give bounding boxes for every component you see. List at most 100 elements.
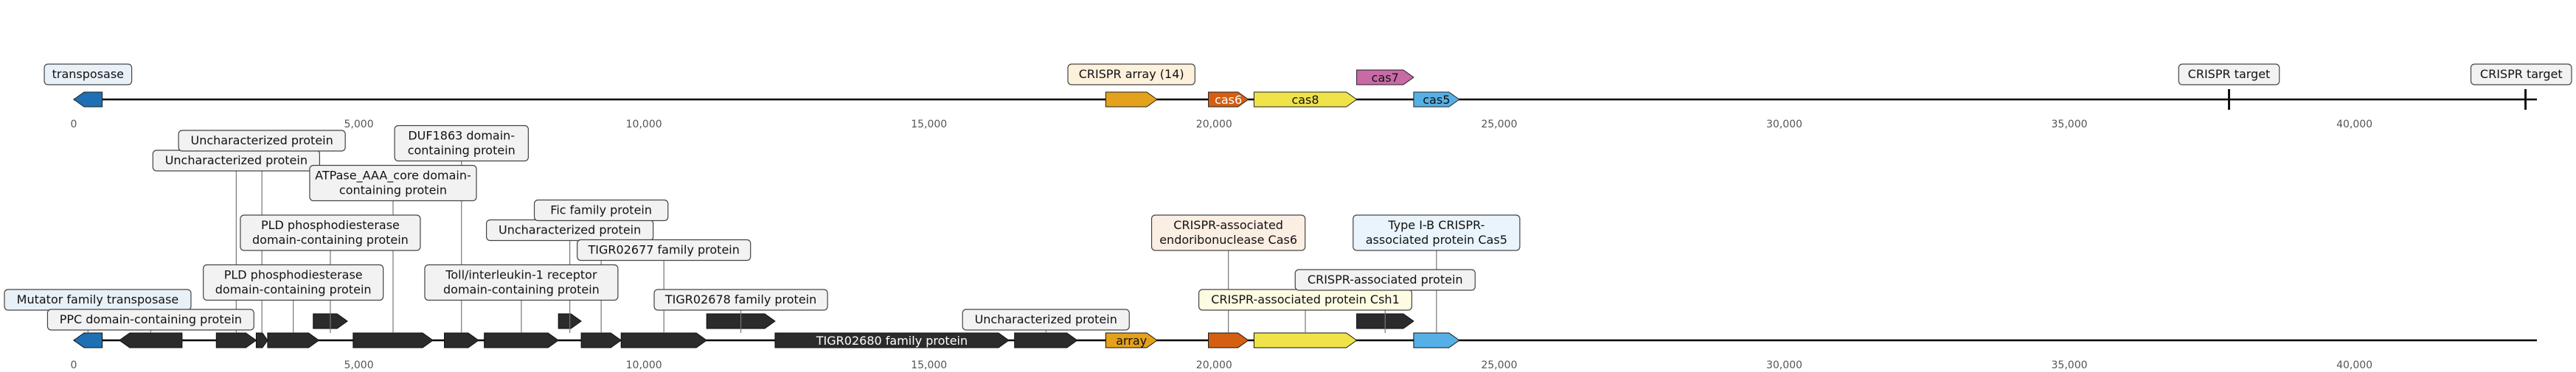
track2-callout: PPC domain-containing protein bbox=[46, 309, 254, 331]
track1-callout: CRISPR target bbox=[2470, 63, 2572, 85]
track2-callout-box bbox=[203, 264, 384, 301]
track2-callout: TIGR02677 family protein bbox=[577, 239, 751, 262]
track1-callout: CRISPR array (14) bbox=[1067, 63, 1195, 85]
track2-callout-box bbox=[962, 309, 1130, 331]
track1-callout-text: CRISPR target bbox=[2480, 67, 2563, 81]
track2-callout-text: Uncharacterized protein bbox=[165, 153, 308, 167]
track2-tick-label: 30,000 bbox=[1766, 359, 1802, 371]
track2-callout: PLD phosphodiesterase domain-containing p… bbox=[240, 214, 421, 251]
track2-callout-text: DUF1863 domain-containing protein bbox=[408, 129, 515, 158]
track2-callout: Toll/interleukin-1 receptor domain-contai… bbox=[424, 264, 619, 301]
track2-gene-7 bbox=[444, 332, 479, 348]
track1-tick-label: 10,000 bbox=[626, 119, 662, 130]
track2-callout-box bbox=[1150, 214, 1306, 251]
track2-callout-text: Toll/interleukin-1 receptor domain-contai… bbox=[443, 268, 600, 297]
track1-gene-label: cas8 bbox=[1291, 93, 1319, 107]
track2-tick-label: 10,000 bbox=[626, 359, 662, 371]
track2-callout-box bbox=[394, 124, 529, 162]
track2-gene-4 bbox=[267, 332, 320, 348]
track2-callout: CRISPR-associated endoribonuclease Cas6 bbox=[1150, 214, 1306, 251]
track2-callout-box bbox=[309, 164, 477, 202]
track1-callout-box bbox=[2178, 63, 2280, 85]
track2-callout-box bbox=[1294, 269, 1476, 291]
track2-gene-10 bbox=[580, 332, 622, 348]
track2-callout: Type I-B CRISPR-associated protein Cas5 bbox=[1353, 214, 1521, 251]
track1-callout-box bbox=[44, 63, 133, 85]
track2-callout-box bbox=[533, 199, 669, 222]
track1-gene-label: cas5 bbox=[1423, 93, 1450, 107]
track1-gene-label: cas7 bbox=[1372, 71, 1399, 85]
track2-callout-text: Uncharacterized protein bbox=[975, 312, 1117, 326]
track1-tick-label: 0 bbox=[71, 119, 77, 130]
track-1: 0 5,000 10,000 15,000 20,000 25,000 30,000 35,0… bbox=[44, 63, 2572, 130]
track2-callout-text: TIGR02677 family protein bbox=[588, 243, 740, 257]
track1-gene-5 bbox=[1413, 91, 1460, 108]
track2-callout: Uncharacterized protein bbox=[178, 130, 346, 152]
track2-gene-17 bbox=[1253, 332, 1358, 348]
track2-callout: CRISPR-associated protein bbox=[1294, 269, 1476, 291]
track2-callout-text: ATPase_AAA_core domain-containing protei… bbox=[315, 169, 471, 197]
track1-gene-4 bbox=[1356, 69, 1414, 85]
track2-callout-box bbox=[240, 214, 421, 251]
track2-gene-15 bbox=[1105, 332, 1158, 348]
track2-gene-3 bbox=[255, 332, 268, 348]
track2-callout: TIGR02678 family protein bbox=[653, 289, 828, 311]
track2-callout-box bbox=[46, 309, 254, 331]
track2-tick-label: 5,000 bbox=[344, 359, 374, 371]
track1-callout-box bbox=[2470, 63, 2572, 85]
track2-callout: Uncharacterized protein bbox=[962, 309, 1130, 331]
track2-gene-label: TIGR02680 family protein bbox=[816, 334, 968, 348]
track2-tick-label: 25,000 bbox=[1481, 359, 1517, 371]
track2-callout-text: Mutator family transposase bbox=[17, 292, 179, 306]
track2-callout-text: PLD phosphodiesterase domain-containing p… bbox=[252, 218, 409, 247]
track1-callout: transposase bbox=[44, 63, 133, 85]
track2-callout: PLD phosphodiesterase domain-containing p… bbox=[203, 264, 384, 301]
track2-tick-label: 40,000 bbox=[2336, 359, 2372, 371]
track2-callout-text: PLD phosphodiesterase domain-containing p… bbox=[215, 268, 372, 297]
track1-callout: CRISPR target bbox=[2178, 63, 2280, 85]
track2-gene-8 bbox=[484, 332, 560, 348]
track1-tick-label: 25,000 bbox=[1481, 119, 1517, 130]
track2-tick-label: 0 bbox=[71, 359, 77, 371]
track2-gene-19 bbox=[1413, 332, 1460, 348]
track2-callout-text: Type I-B CRISPR-associated protein Cas5 bbox=[1366, 218, 1507, 247]
track2-callout: Uncharacterized protein bbox=[485, 219, 654, 242]
track2-callout-text: PPC domain-containing protein bbox=[60, 312, 242, 326]
track2-callout-box bbox=[1353, 214, 1521, 251]
track2-gene-0 bbox=[73, 332, 103, 348]
track1-gene-2 bbox=[1208, 91, 1249, 108]
track2-tick-label: 35,000 bbox=[2052, 359, 2088, 371]
track1-gene-label: cas6 bbox=[1215, 93, 1242, 107]
track1-tick-label: 35,000 bbox=[2052, 119, 2088, 130]
track1-gene-1 bbox=[1105, 91, 1158, 108]
track2-tick-label: 15,000 bbox=[911, 359, 947, 371]
track2-callout-text: TIGR02678 family protein bbox=[664, 292, 816, 306]
track2-callout-text: CRISPR-associated endoribonuclease Cas6 bbox=[1159, 218, 1297, 247]
track1-tick-label: 30,000 bbox=[1766, 119, 1802, 130]
track-2: 0 5,000 10,000 15,000 20,000 25,000 30,000 35,0… bbox=[4, 124, 2537, 371]
track2-gene-13 bbox=[774, 332, 1010, 348]
track1-tick-label: 5,000 bbox=[344, 119, 374, 130]
track1-gene-3 bbox=[1253, 91, 1358, 108]
track2-gene-2 bbox=[215, 332, 257, 348]
track2-callout-text: CRISPR-associated protein Csh1 bbox=[1211, 292, 1400, 306]
track2-gene-6 bbox=[353, 332, 434, 348]
track1-callout-box bbox=[1067, 63, 1195, 85]
track1-gene-0 bbox=[73, 91, 103, 108]
track2-callout: Mutator family transposase bbox=[4, 289, 192, 311]
track2-callout: ATPase_AAA_core domain-containing protei… bbox=[309, 164, 477, 202]
track1-tick-label: 40,000 bbox=[2336, 119, 2372, 130]
track2-callout-text: CRISPR-associated protein bbox=[1308, 273, 1463, 287]
track2-tick-label: 20,000 bbox=[1196, 359, 1232, 371]
track2-callout: CRISPR-associated protein Csh1 bbox=[1198, 289, 1412, 311]
track2-gene-14 bbox=[1014, 332, 1078, 348]
track2-callout: DUF1863 domain-containing protein bbox=[394, 124, 529, 162]
track2-gene-11 bbox=[620, 332, 708, 348]
track2-gene-16 bbox=[1208, 332, 1249, 348]
track1-callout-text: CRISPR array (14) bbox=[1079, 67, 1184, 81]
track2-callout: Fic family protein bbox=[533, 199, 669, 222]
track2-callout-text: Uncharacterized protein bbox=[190, 133, 333, 147]
track2-callout-text: Fic family protein bbox=[550, 203, 652, 217]
track1-callout-text: transposase bbox=[52, 67, 124, 81]
